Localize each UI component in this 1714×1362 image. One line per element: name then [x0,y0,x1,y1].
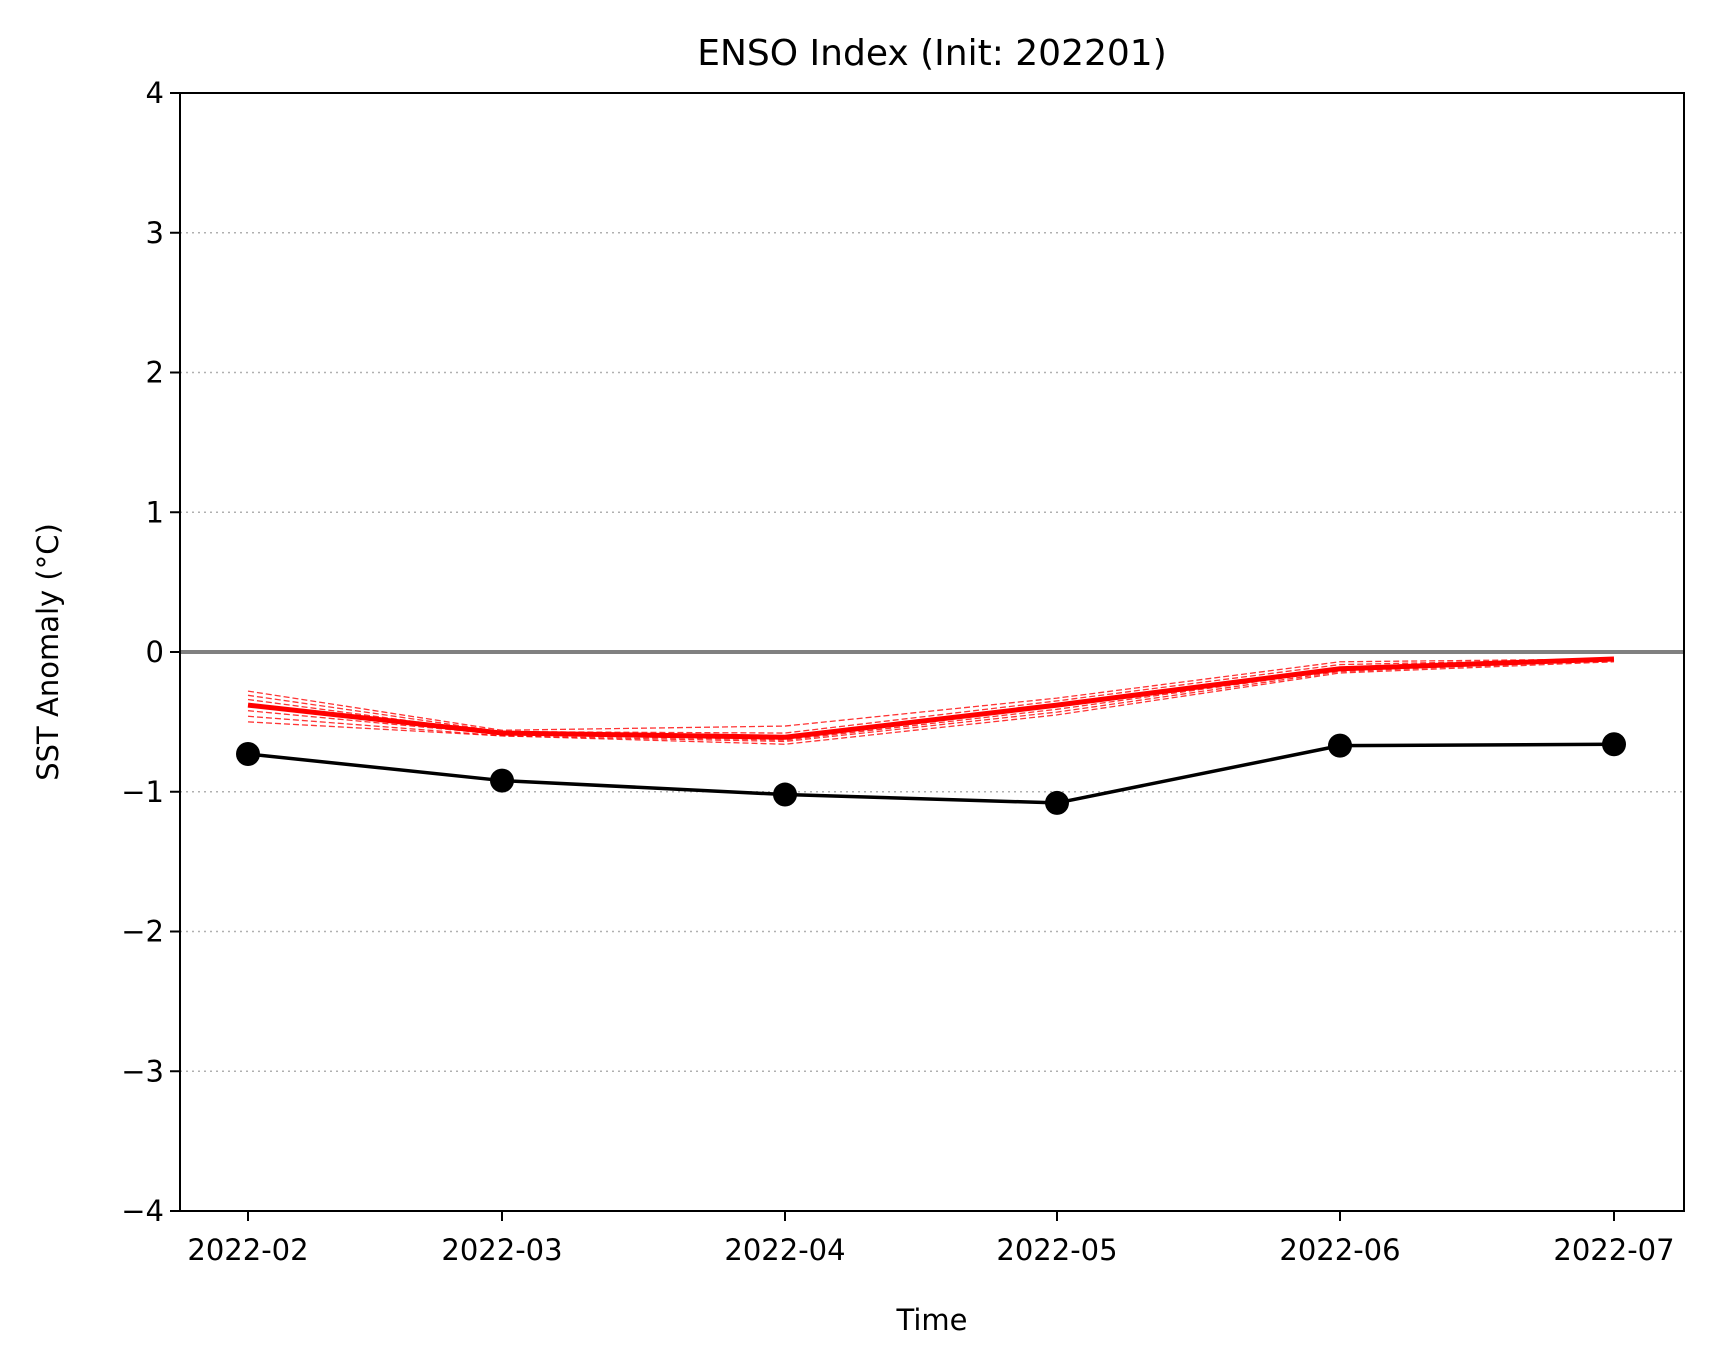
x-tick-label: 2022-06 [1279,1233,1400,1267]
ensemble-member-line [247,658,1615,731]
ensemble-member-line [247,659,1615,743]
x-axis: 2022-02 2022-03 2022-04 2022-05 2022-06 2022-… [187,1211,1675,1267]
observed-marker [1602,732,1626,757]
y-tick-label: −1 [121,775,164,809]
observed-marker [773,782,797,807]
observed-line [247,742,1615,805]
y-tick-label: −3 [121,1054,164,1088]
y-tick-label: 1 [146,495,164,529]
x-tick-label: 2022-07 [1553,1233,1674,1267]
ensemble-member-line [247,658,1615,734]
y-tick-label: 3 [146,216,164,250]
ensemble-member-line [247,661,1615,745]
x-axis-title: Time [896,1303,968,1337]
observed-marker [236,742,260,767]
observed-marker [1328,733,1352,758]
y-tick-label: −2 [121,915,164,949]
x-tick-label: 2022-05 [996,1233,1117,1267]
y-axis-title: SST Anomaly (°C) [31,523,65,781]
y-tick-label: 0 [146,635,164,669]
forecast-mean-line [247,656,1615,740]
observed-marker [490,768,514,793]
y-tick-label: 4 [146,76,164,110]
y-tick-label: 2 [146,356,164,390]
x-tick-label: 2022-03 [441,1233,562,1267]
chart-title: ENSO Index (Init: 202201) [697,33,1167,74]
series-layer [236,656,1626,815]
x-tick-label: 2022-02 [187,1233,308,1267]
observed-marker [1045,790,1069,815]
y-axis: 4 3 2 1 0 −1 −2 −3 −4 [121,76,180,1228]
x-tick-label: 2022-04 [724,1233,845,1267]
y-tick-label: −4 [121,1194,164,1228]
